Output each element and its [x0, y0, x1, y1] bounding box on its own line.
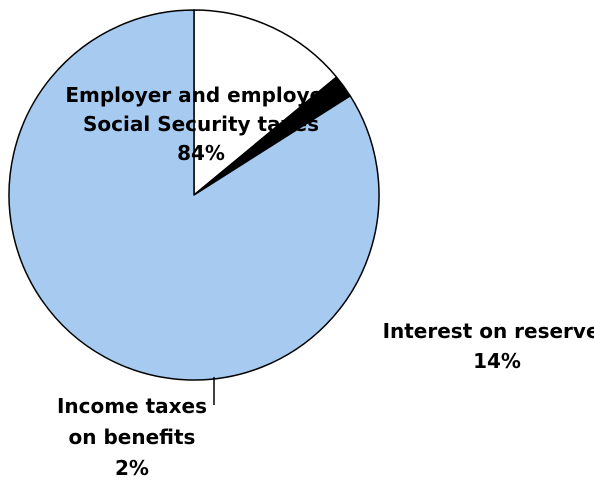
slice-label-line: Interest on reserves: [383, 319, 594, 343]
slice-label-line: on benefits: [69, 425, 196, 449]
slice-label-line: 2%: [115, 456, 149, 480]
slice-label-line: Social Security taxes: [83, 112, 319, 136]
slice-label-line: Employer and employee: [65, 83, 336, 107]
slice-label-line: 14%: [473, 349, 521, 373]
slice-label-income-taxes: Income taxes on benefits 2%: [57, 394, 207, 480]
slice-label-interest-on-reserves: Interest on reserves 14%: [383, 319, 594, 373]
pie-slice-interest-on-reserves: [193, 9, 338, 196]
slice-label-line: Income taxes: [57, 394, 207, 418]
slice-label-employer-and-employee: Employer and employee Social Security tax…: [65, 83, 336, 165]
pie-slice-employer-and-employee: [8, 9, 380, 381]
slice-label-line: 84%: [177, 141, 225, 165]
